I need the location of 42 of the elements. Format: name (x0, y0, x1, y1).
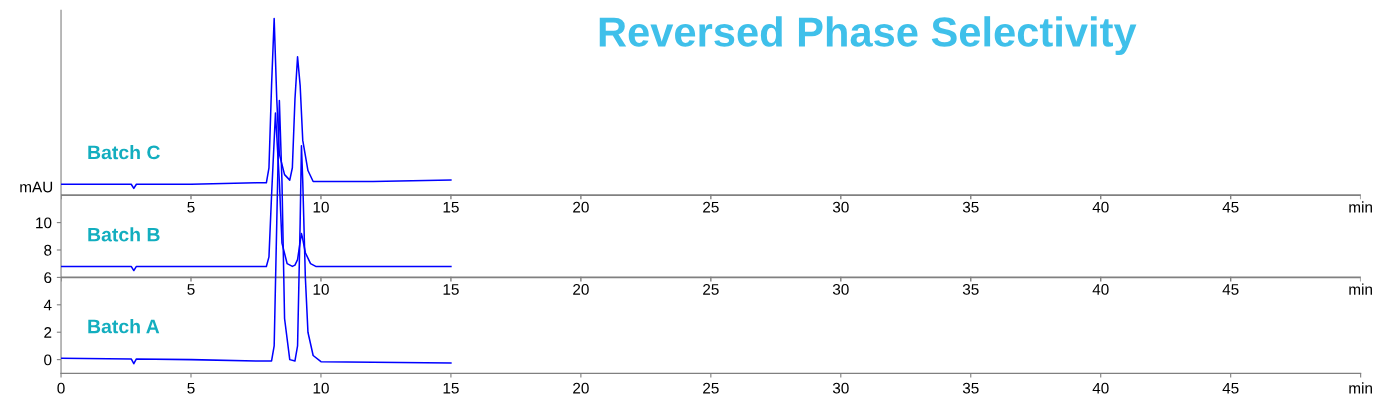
y-tick-label: 10 (36, 217, 52, 229)
annotation: 40 (1092, 283, 1109, 295)
annotation: 10 (313, 283, 329, 295)
annotation: 10 (313, 201, 329, 213)
series-label: Batch C (88, 145, 160, 160)
x-tick-label: 30 (832, 382, 849, 394)
series-label: Batch A (88, 319, 160, 334)
annotation: 15 (443, 201, 459, 213)
annotation: 15 (443, 284, 459, 295)
annotation: min (1349, 201, 1372, 213)
annotation: 20 (573, 201, 589, 213)
x-tick-label: min (1349, 382, 1372, 394)
y-tick-label: 8 (44, 244, 52, 256)
annotation: 35 (962, 283, 979, 295)
annotation: 45 (1222, 284, 1239, 295)
y-axis-title: mAU (20, 181, 53, 193)
y-tick-label: 0 (44, 354, 52, 366)
annotation: 20 (573, 283, 589, 295)
chart-title: Reversed Phase Selectivity (599, 16, 1137, 56)
x-tick-label: 10 (313, 382, 329, 394)
x-tick-label: 40 (1092, 382, 1109, 394)
series-label: Batch B (88, 227, 160, 242)
x-tick-label: 45 (1222, 382, 1239, 394)
annotation: 40 (1092, 201, 1109, 213)
annotation: 5 (187, 201, 195, 213)
annotation: 45 (1222, 201, 1239, 213)
annotation: 25 (703, 201, 719, 213)
x-tick-label: 35 (962, 382, 979, 394)
y-tick-label: 6 (44, 272, 52, 284)
x-tick-label: 20 (573, 382, 589, 394)
x-tick-label: 25 (703, 382, 719, 394)
annotation: 30 (832, 283, 849, 295)
annotation: 25 (703, 283, 719, 295)
annotation: 30 (832, 201, 849, 213)
x-tick-label: 5 (187, 382, 195, 394)
y-tick-label: 2 (44, 327, 52, 338)
x-tick-label: 15 (443, 382, 459, 394)
y-tick-label: 4 (43, 299, 52, 311)
annotation: 35 (962, 201, 979, 213)
annotation: min (1349, 283, 1372, 295)
x-tick-label: 0 (57, 382, 65, 394)
annotation: 5 (187, 284, 195, 295)
